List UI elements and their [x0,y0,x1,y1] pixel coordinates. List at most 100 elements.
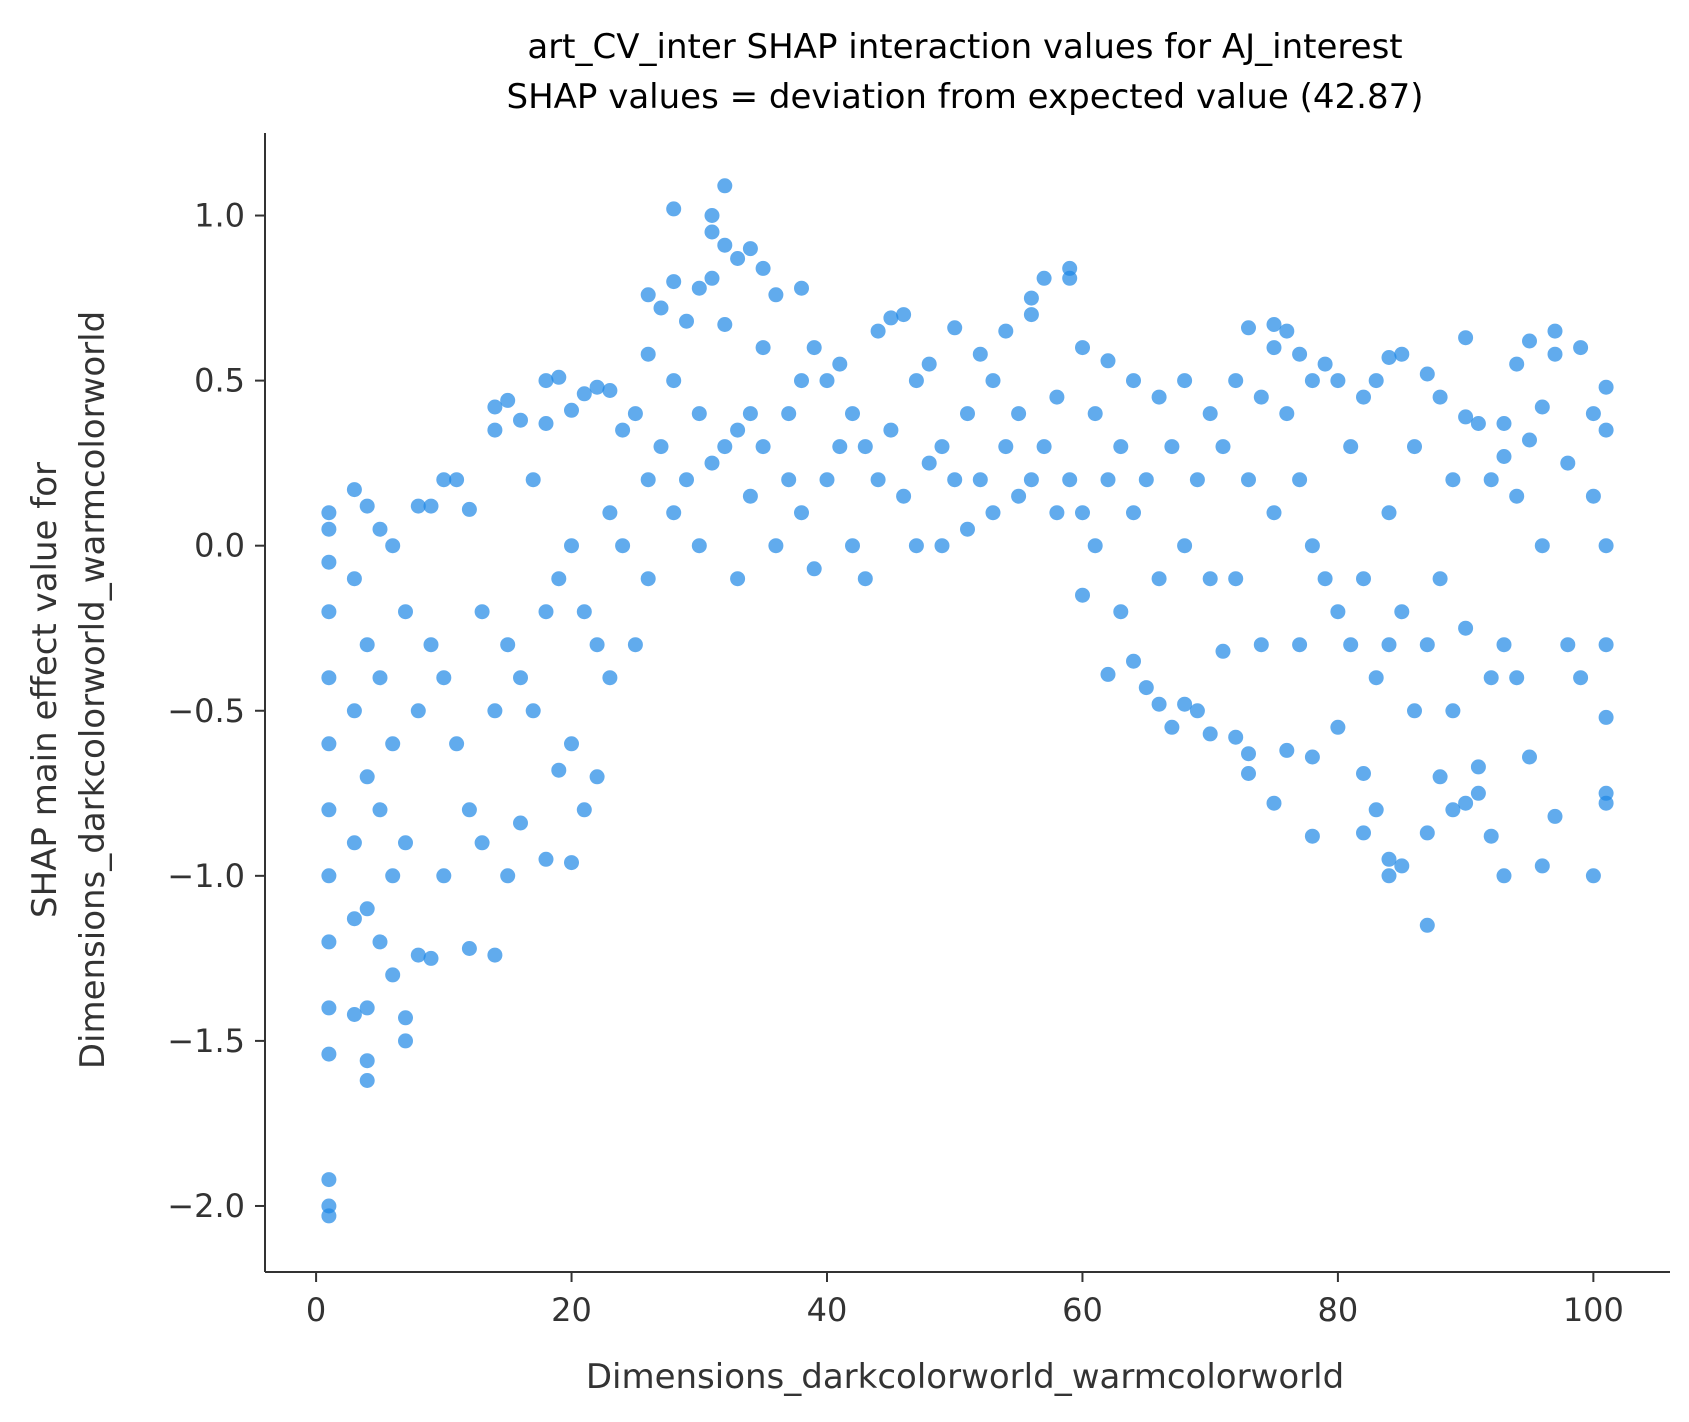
data-point [1585,488,1601,504]
data-point [704,224,720,240]
data-point [1241,766,1256,781]
data-point [1049,389,1065,405]
data-point [832,439,848,455]
data-point [1202,571,1218,587]
data-point [398,604,413,620]
data-point [1445,703,1461,719]
data-point [1304,538,1320,554]
y-tick-label: −0.5 [167,692,245,730]
data-point [1368,670,1384,686]
data-point [538,373,554,389]
data-point [1075,587,1090,603]
data-point [346,571,362,587]
data-point [1343,637,1359,653]
data-point [385,967,401,983]
data-point [321,868,337,884]
data-point [704,208,720,223]
data-point [321,554,337,570]
data-point [1522,333,1537,349]
data-point [449,736,465,752]
data-point [1036,270,1052,286]
data-point [1177,373,1193,389]
data-point [410,498,426,514]
data-point [525,472,541,488]
x-tick-label: 80 [1318,1291,1359,1329]
data-point [1509,356,1525,372]
data-point [640,287,656,303]
data-point [666,373,682,389]
data-point [410,947,426,963]
data-point [615,422,631,438]
data-point [908,538,924,554]
data-point [1394,604,1410,620]
data-point [857,439,873,455]
data-point [1164,439,1180,455]
data-point [704,270,720,286]
data-point [1113,439,1129,455]
data-point [947,472,963,488]
y-axis-label-line-2: Dimensions_darkcolorworld_warmcolorworld [73,311,113,1069]
data-point [755,260,771,276]
data-point [1215,643,1231,659]
data-point [1509,670,1525,686]
data-point [500,637,516,653]
data-point [742,241,758,257]
x-tick-label: 0 [306,1291,326,1329]
data-point [1522,432,1537,448]
data-point [1458,795,1474,811]
data-point [972,472,988,488]
data-point [666,201,682,217]
data-point [372,934,388,950]
data-point [589,379,605,395]
data-point [1432,769,1448,785]
data-point [513,412,528,428]
data-point [321,1000,337,1016]
data-point [1151,389,1167,405]
data-point [934,439,950,455]
data-point [704,455,720,471]
data-point [1547,346,1563,362]
x-tick-label: 60 [1062,1291,1103,1329]
data-point [372,521,388,537]
data-point [883,310,899,326]
data-point [474,604,490,620]
data-point [321,1208,337,1224]
data-point [742,488,758,504]
data-point [845,406,860,422]
data-point [1509,488,1525,504]
data-point [1253,637,1269,653]
data-point [474,835,490,851]
data-point [640,571,656,587]
data-point [1458,620,1474,636]
data-point [1458,409,1474,425]
data-point [1496,637,1512,653]
data-point [1304,828,1320,844]
data-point [1138,472,1154,488]
x-tick-label: 20 [551,1291,592,1329]
x-axis-ticks: 0 20 40 60 80 100 [306,1272,1624,1329]
data-point [1087,406,1103,422]
data-point [359,1073,375,1088]
data-point [1598,422,1614,438]
data-point [346,703,362,719]
data-point [576,802,592,818]
data-point [1585,868,1601,884]
data-point [1279,406,1295,422]
data-point [461,802,477,818]
data-point [576,386,592,402]
data-point [346,1007,362,1022]
data-point [321,736,337,752]
data-point [410,703,426,719]
chart-title-line-2: SHAP values = deviation from expected va… [507,77,1424,117]
data-point [551,762,567,778]
data-point [1598,538,1614,554]
data-point [1100,472,1116,488]
data-point [602,383,618,398]
data-point [1228,729,1244,745]
data-point [768,538,784,554]
data-point [1177,538,1193,554]
data-point [1266,340,1282,356]
data-point [321,505,337,521]
data-point [564,402,579,418]
data-point [1470,785,1486,801]
